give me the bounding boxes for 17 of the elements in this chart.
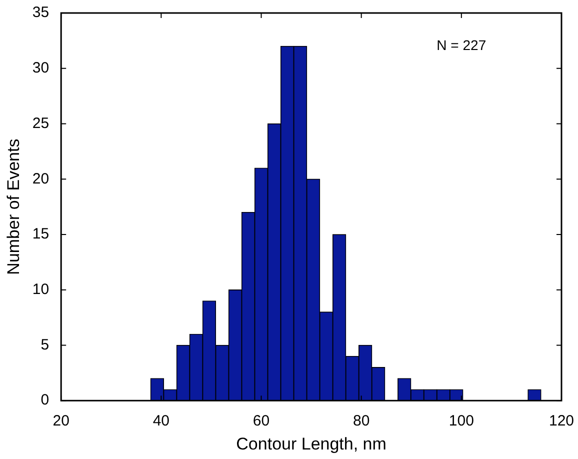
y-tick-label: 20 bbox=[32, 170, 50, 188]
x-tick-label: 100 bbox=[448, 412, 474, 430]
y-tick-label: 30 bbox=[32, 60, 50, 77]
annotation: N = 227 bbox=[436, 36, 486, 53]
x-tick-label: 40 bbox=[152, 412, 170, 430]
y-tick-label: 15 bbox=[32, 226, 50, 243]
y-axis-title: Number of Events bbox=[4, 138, 23, 275]
y-tick-label: 10 bbox=[32, 281, 50, 298]
y-tick-label: 0 bbox=[40, 392, 50, 409]
y-tick-label: 5 bbox=[40, 336, 50, 354]
x-tick-label: 20 bbox=[52, 412, 70, 430]
x-axis-title: Contour Length, nm bbox=[236, 434, 386, 454]
x-tick-label: 80 bbox=[352, 412, 370, 430]
y-tick-label: 35 bbox=[32, 4, 50, 22]
y-tick-label: 25 bbox=[32, 114, 50, 132]
x-tick-label: 120 bbox=[548, 412, 574, 430]
x-tick-label: 60 bbox=[252, 412, 270, 430]
